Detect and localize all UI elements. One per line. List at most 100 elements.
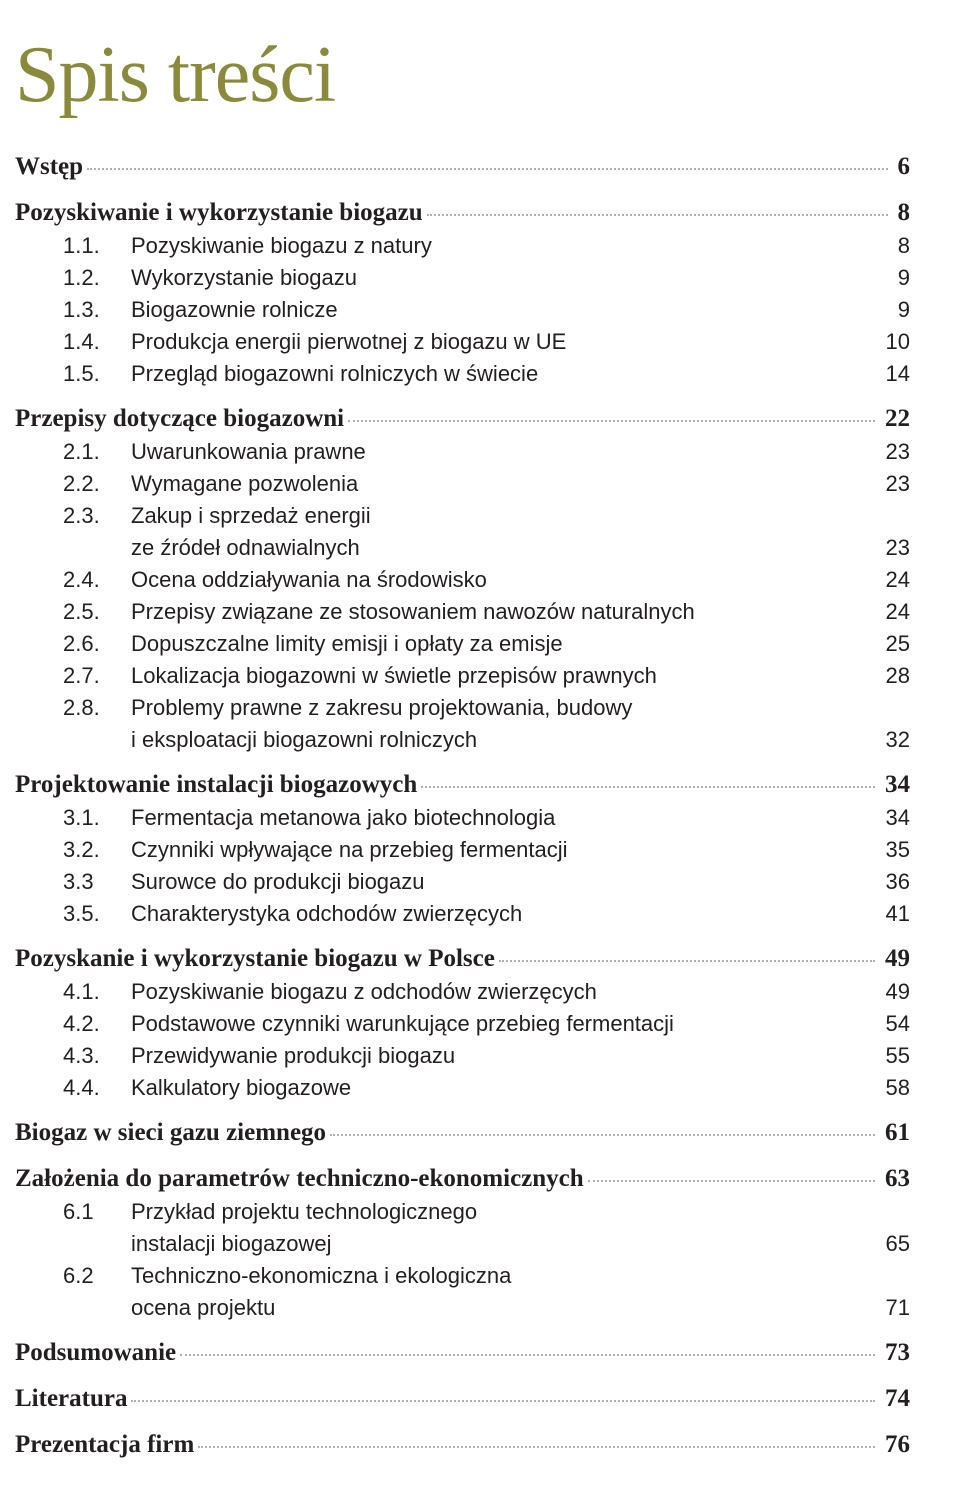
item-number: 2.5. xyxy=(63,599,131,625)
toc-item: 2.1.Uwarunkowania prawne23 xyxy=(63,439,910,465)
table-of-contents: Wstęp 6 Pozyskiwanie i wykorzystanie bioga… xyxy=(15,153,910,1459)
section-label: Wstęp xyxy=(15,153,83,181)
toc-section: Podsumowanie73 xyxy=(15,1339,910,1367)
item-page: 58 xyxy=(850,1075,910,1101)
toc-item-continuation: ze źródeł odnawialnych23 xyxy=(131,535,910,561)
dot-leader xyxy=(198,1436,875,1449)
toc-item: 2.2.Wymagane pozwolenia23 xyxy=(63,471,910,497)
toc-item: 1.3.Biogazownie rolnicze9 xyxy=(63,297,910,323)
dot-leader xyxy=(499,950,875,963)
item-label: Charakterystyka odchodów zwierzęcych xyxy=(131,901,850,927)
item-number: 1.4. xyxy=(63,329,131,355)
toc-item: 3.2.Czynniki wpływające na przebieg ferm… xyxy=(63,837,910,863)
dot-leader xyxy=(421,776,875,789)
toc-section: Przepisy dotyczące biogazowni 22 xyxy=(15,405,910,433)
dot-leader xyxy=(427,204,888,217)
item-number: 1.5. xyxy=(63,361,131,387)
toc-item: 3.5.Charakterystyka odchodów zwierzęcych… xyxy=(63,901,910,927)
toc-item: 2.6.Dopuszczalne limity emisji i opłaty … xyxy=(63,631,910,657)
item-number: 4.1. xyxy=(63,979,131,1005)
item-page: 41 xyxy=(850,901,910,927)
section-label: Pozyskiwanie i wykorzystanie biogazu xyxy=(15,199,423,227)
toc-section: Założenia do parametrów techniczno-ekono… xyxy=(15,1165,910,1193)
section-label: Biogaz w sieci gazu ziemnego xyxy=(15,1119,326,1147)
item-number: 4.3. xyxy=(63,1043,131,1069)
item-page: 23 xyxy=(850,471,910,497)
item-page: 14 xyxy=(850,361,910,387)
section-page: 8 xyxy=(892,199,911,227)
dot-leader xyxy=(180,1344,875,1357)
section-page: 61 xyxy=(879,1119,910,1147)
item-label-continuation: ocena projektu xyxy=(131,1295,850,1321)
toc-item-continuation: ocena projektu71 xyxy=(131,1295,910,1321)
toc-item: 2.4.Ocena oddziaływania na środowisko24 xyxy=(63,567,910,593)
section-label: Pozyskanie i wykorzystanie biogazu w Pol… xyxy=(15,945,495,973)
item-page: 55 xyxy=(850,1043,910,1069)
dot-leader xyxy=(330,1124,875,1137)
item-number: 2.3. xyxy=(63,503,131,529)
section-page: 63 xyxy=(879,1165,910,1193)
item-label: Przykład projektu technologicznego xyxy=(131,1199,910,1225)
item-page: 23 xyxy=(850,439,910,465)
section-label: Przepisy dotyczące biogazowni xyxy=(15,405,344,433)
item-label-continuation: ze źródeł odnawialnych xyxy=(131,535,850,561)
toc-item-continuation: instalacji biogazowej65 xyxy=(131,1231,910,1257)
item-number: 1.1. xyxy=(63,233,131,259)
section-page: 22 xyxy=(879,405,910,433)
section-page: 74 xyxy=(879,1385,910,1413)
item-page: 25 xyxy=(850,631,910,657)
item-label: Pozyskiwanie biogazu z odchodów zwierzęc… xyxy=(131,979,850,1005)
item-label: Podstawowe czynniki warunkujące przebieg… xyxy=(131,1011,850,1037)
section-label: Założenia do parametrów techniczno-ekono… xyxy=(15,1165,584,1193)
toc-item: 1.4.Produkcja energii pierwotnej z bioga… xyxy=(63,329,910,355)
item-page: 32 xyxy=(850,727,910,753)
toc-item: 3.1.Fermentacja metanowa jako biotechnol… xyxy=(63,805,910,831)
item-number: 4.4. xyxy=(63,1075,131,1101)
item-label: Biogazownie rolnicze xyxy=(131,297,850,323)
toc-item: 2.7.Lokalizacja biogazowni w świetle prz… xyxy=(63,663,910,689)
toc-item-continuation: i eksploatacji biogazowni rolniczych32 xyxy=(131,727,910,753)
item-label: Problemy prawne z zakresu projektowania,… xyxy=(131,695,910,721)
item-number: 3.3 xyxy=(63,869,131,895)
item-number: 2.1. xyxy=(63,439,131,465)
item-page: 8 xyxy=(850,233,910,259)
section-page: 6 xyxy=(892,153,911,181)
toc-item: 4.3.Przewidywanie produkcji biogazu55 xyxy=(63,1043,910,1069)
dot-leader xyxy=(588,1170,875,1183)
item-label: Lokalizacja biogazowni w świetle przepis… xyxy=(131,663,850,689)
toc-item: 1.1.Pozyskiwanie biogazu z natury8 xyxy=(63,233,910,259)
toc-item: 4.4.Kalkulatory biogazowe58 xyxy=(63,1075,910,1101)
item-label-continuation: i eksploatacji biogazowni rolniczych xyxy=(131,727,850,753)
toc-section: Literatura74 xyxy=(15,1385,910,1413)
item-number: 1.2. xyxy=(63,265,131,291)
item-label: Dopuszczalne limity emisji i opłaty za e… xyxy=(131,631,850,657)
item-page: 24 xyxy=(850,567,910,593)
item-number: 1.3. xyxy=(63,297,131,323)
section-label: Prezentacja firm xyxy=(15,1431,194,1459)
item-page: 65 xyxy=(850,1231,910,1257)
toc-section: Biogaz w sieci gazu ziemnego 61 xyxy=(15,1119,910,1147)
toc-item: 6.2Techniczno-ekonomiczna i ekologiczna xyxy=(63,1263,910,1289)
toc-item: 4.2.Podstawowe czynniki warunkujące prze… xyxy=(63,1011,910,1037)
item-label: Przegląd biogazowni rolniczych w świecie xyxy=(131,361,850,387)
item-number: 2.7. xyxy=(63,663,131,689)
toc-item: 4.1.Pozyskiwanie biogazu z odchodów zwie… xyxy=(63,979,910,1005)
section-page: 76 xyxy=(879,1431,910,1459)
item-number: 6.2 xyxy=(63,1263,131,1289)
item-label: Wykorzystanie biogazu xyxy=(131,265,850,291)
toc-section: Pozyskiwanie i wykorzystanie biogazu 8 xyxy=(15,199,910,227)
item-label-continuation: instalacji biogazowej xyxy=(131,1231,850,1257)
item-number: 2.4. xyxy=(63,567,131,593)
item-label: Przewidywanie produkcji biogazu xyxy=(131,1043,850,1069)
dot-leader xyxy=(131,1390,875,1403)
item-page: 9 xyxy=(850,265,910,291)
toc-item: 3.3Surowce do produkcji biogazu36 xyxy=(63,869,910,895)
item-number: 3.5. xyxy=(63,901,131,927)
toc-section: Projektowanie instalacji biogazowych 34 xyxy=(15,771,910,799)
section-page: 34 xyxy=(879,771,910,799)
section-label: Projektowanie instalacji biogazowych xyxy=(15,771,417,799)
item-label: Ocena oddziaływania na środowisko xyxy=(131,567,850,593)
item-label: Surowce do produkcji biogazu xyxy=(131,869,850,895)
item-label: Techniczno-ekonomiczna i ekologiczna xyxy=(131,1263,910,1289)
item-label: Przepisy związane ze stosowaniem nawozów… xyxy=(131,599,850,625)
